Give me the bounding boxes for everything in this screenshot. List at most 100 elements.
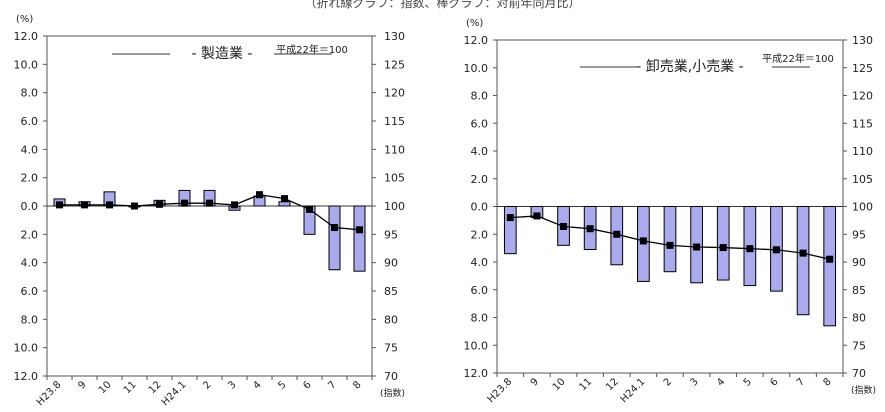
category-label: H23.8 <box>35 379 64 408</box>
category-label: 11 <box>577 376 594 393</box>
index-point-11 <box>131 202 138 210</box>
right-tick-label: 105 <box>852 173 873 186</box>
category-label: 12 <box>604 376 621 393</box>
index-point-5 <box>281 195 288 203</box>
left-tick-label: 6.0 <box>471 284 489 297</box>
category-label: 3 <box>688 376 700 388</box>
base-year-note: 平成22年＝100 <box>276 43 348 56</box>
left-axis-unit: (%) <box>16 14 33 25</box>
title-backdrop <box>170 42 274 62</box>
bar-4 <box>716 206 730 281</box>
category-label: H23.8 <box>486 376 515 405</box>
category-label: 6 <box>301 379 313 391</box>
right-tick-label: 85 <box>384 285 398 298</box>
index-point-10 <box>560 222 568 230</box>
right-tick-label: 125 <box>384 58 405 71</box>
right-tick-label: 90 <box>384 257 398 270</box>
right-tick-label: 85 <box>852 284 866 297</box>
category-label: 4 <box>251 379 263 391</box>
index-point-6 <box>772 246 780 254</box>
index-point-6 <box>306 205 313 213</box>
category-label: 8 <box>351 379 363 391</box>
right-tick-label: 100 <box>852 201 873 214</box>
category-label: 7 <box>326 379 338 391</box>
right-tick-label: 90 <box>852 256 866 269</box>
right-tick-label: 125 <box>852 62 873 75</box>
index-point-12 <box>613 230 621 238</box>
index-point-3 <box>693 243 701 251</box>
left-tick-label: 12.0 <box>14 30 39 43</box>
right-tick-label: 80 <box>384 313 398 326</box>
chart-title: - 製造業 - <box>191 46 252 62</box>
category-label: 11 <box>122 379 139 396</box>
index-point-7 <box>331 224 338 232</box>
index-point-8 <box>356 226 363 234</box>
left-tick-label: 2.0 <box>471 173 489 186</box>
right-tick-label: 115 <box>384 115 405 128</box>
right-tick-label: 110 <box>384 143 405 156</box>
left-tick-label: 6.0 <box>21 285 39 298</box>
left-tick-label: 4.0 <box>471 256 489 269</box>
category-label: 3 <box>226 379 238 391</box>
index-point-H23.8 <box>56 201 63 209</box>
right-tick-label: 130 <box>852 34 873 47</box>
right-tick-label: 95 <box>852 228 866 241</box>
right-tick-label: 105 <box>384 172 405 185</box>
right-tick-label: 115 <box>852 117 873 130</box>
right-axis-unit: (指数) <box>380 387 405 399</box>
category-label: 9 <box>76 379 88 391</box>
right-tick-label: 120 <box>384 87 405 100</box>
category-label: 9 <box>529 376 541 388</box>
index-point-4 <box>256 191 263 199</box>
category-label: 5 <box>276 379 288 391</box>
left-tick-label: 2.0 <box>21 228 39 241</box>
left-tick-label: 6.0 <box>21 115 39 128</box>
left-tick-label: 4.0 <box>21 257 39 270</box>
left-tick-label: 12.0 <box>464 34 489 47</box>
base-year-note: 平成22年＝100 <box>762 52 834 65</box>
index-point-3 <box>231 201 238 209</box>
left-tick-label: 10.0 <box>464 339 489 352</box>
category-label: 6 <box>768 376 780 388</box>
category-label: 10 <box>97 379 114 396</box>
left-tick-label: 8.0 <box>471 312 489 325</box>
right-tick-label: 75 <box>852 339 866 352</box>
figure-header: （折れ線グラフ：指数、棒グラフ：対前年同月比） <box>304 0 581 10</box>
index-point-2 <box>206 199 213 207</box>
left-tick-label: 0.0 <box>21 200 39 213</box>
left-tick-label: 2.0 <box>471 228 489 241</box>
left-tick-label: 6.0 <box>471 117 489 130</box>
index-point-2 <box>666 241 674 249</box>
right-tick-label: 120 <box>852 90 873 103</box>
right-tick-label: 80 <box>852 312 866 325</box>
left-tick-label: 10.0 <box>464 62 489 75</box>
right-tick-label: 70 <box>384 370 398 383</box>
left-tick-label: 0.0 <box>471 201 489 214</box>
category-label: 4 <box>715 376 727 388</box>
bar-8 <box>823 206 837 327</box>
left-tick-label: 12.0 <box>14 370 39 383</box>
index-point-10 <box>106 201 113 209</box>
right-tick-label: 95 <box>384 228 398 241</box>
category-label: 5 <box>742 376 754 388</box>
right-tick-label: 100 <box>384 200 405 213</box>
category-label: 10 <box>551 376 568 393</box>
category-label: 7 <box>795 376 807 388</box>
bar-7 <box>796 206 810 316</box>
left-tick-label: 10.0 <box>14 342 39 355</box>
index-point-12 <box>156 200 163 208</box>
right-tick-label: 70 <box>852 367 866 380</box>
right-tick-label: 75 <box>384 342 398 355</box>
bar-H23.8 <box>503 206 517 255</box>
bar-5 <box>278 201 291 207</box>
left-tick-label: 4.0 <box>471 145 489 158</box>
index-point-9 <box>533 212 541 220</box>
title-backdrop <box>638 55 772 75</box>
right-tick-label: 110 <box>852 145 873 158</box>
right-axis-unit: (指数) <box>851 384 876 396</box>
left-tick-label: 12.0 <box>464 367 489 380</box>
index-point-4 <box>719 244 727 252</box>
